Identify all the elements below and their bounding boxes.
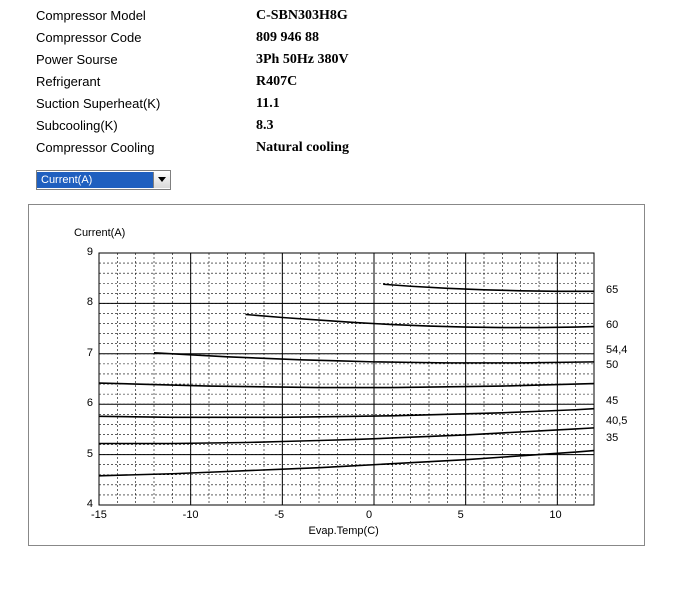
x-tick-label: 10 (549, 509, 561, 521)
series-label: 35 (606, 432, 618, 444)
spec-row: Compressor CoolingNatural cooling (36, 140, 674, 156)
series-label: 60 (606, 319, 618, 331)
series-label: 45 (606, 395, 618, 407)
spec-row: Subcooling(K)8.3 (36, 118, 674, 134)
series-label: 65 (606, 284, 618, 296)
series-label: 54,4 (606, 344, 627, 356)
spec-label: Suction Superheat(K) (36, 96, 256, 112)
spec-value: 3Ph 50Hz 380V (256, 52, 349, 68)
spec-label: Compressor Model (36, 8, 256, 24)
spec-value: 11.1 (256, 96, 280, 112)
series-label: 40,5 (606, 415, 627, 427)
spec-value: R407C (256, 74, 297, 90)
spec-label: Refrigerant (36, 74, 256, 90)
spec-row: Compressor ModelC-SBN303H8G (36, 8, 674, 24)
spec-label: Power Sourse (36, 52, 256, 68)
y-tick-label: 7 (87, 347, 93, 359)
spec-value: 8.3 (256, 118, 274, 134)
spec-row: RefrigerantR407C (36, 74, 674, 90)
spec-table: Compressor ModelC-SBN303H8GCompressor Co… (0, 0, 674, 156)
x-tick-label: -15 (91, 509, 107, 521)
spec-label: Compressor Code (36, 30, 256, 46)
chart-select-value: Current(A) (37, 172, 153, 188)
chart-select[interactable]: Current(A) (36, 170, 171, 190)
x-axis-title: Evap.Temp(C) (309, 525, 379, 537)
y-tick-label: 9 (87, 246, 93, 258)
y-tick-label: 8 (87, 296, 93, 308)
spec-label: Compressor Cooling (36, 140, 256, 156)
chart-svg (29, 205, 644, 545)
y-tick-label: 5 (87, 448, 93, 460)
spec-label: Subcooling(K) (36, 118, 256, 134)
x-tick-label: -5 (274, 509, 284, 521)
spec-row: Power Sourse3Ph 50Hz 380V (36, 52, 674, 68)
spec-value: Natural cooling (256, 140, 349, 156)
chart-panel: Current(A) 45 6 7 8 9 -15 -10 -5 0 5 10 Evap.Temp(C)… (28, 204, 645, 546)
chevron-down-icon[interactable] (153, 172, 170, 188)
spec-value: C-SBN303H8G (256, 8, 348, 24)
x-tick-label: -10 (183, 509, 199, 521)
spec-value: 809 946 88 (256, 30, 319, 46)
spec-row: Compressor Code809 946 88 (36, 30, 674, 46)
x-tick-label: 5 (458, 509, 464, 521)
spec-row: Suction Superheat(K)11.1 (36, 96, 674, 112)
chart-title: Current(A) (74, 227, 125, 239)
x-tick-label: 0 (366, 509, 372, 521)
series-label: 50 (606, 359, 618, 371)
y-tick-label: 6 (87, 397, 93, 409)
